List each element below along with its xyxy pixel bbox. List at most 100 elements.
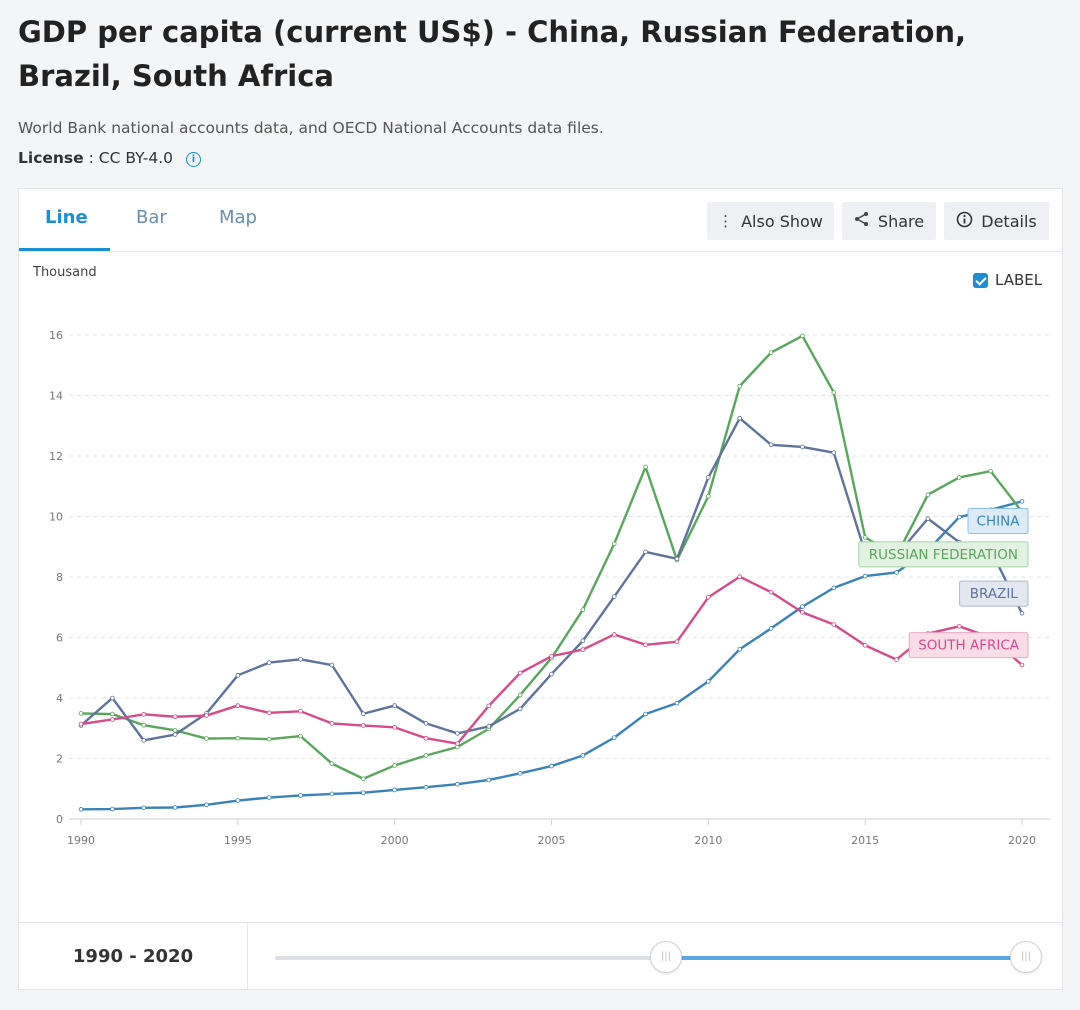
data-point [800, 604, 805, 609]
share-button[interactable]: Share [842, 202, 936, 240]
data-point [266, 795, 272, 800]
data-point [392, 787, 397, 793]
data-point [925, 492, 931, 498]
line-chart: 0 2 4 6 8 10 12 14 16 1990 1995 2000 2005 2010 2015 202… [49, 329, 1051, 847]
data-point [392, 725, 397, 730]
data-point [392, 703, 397, 708]
tab-line[interactable]: Line [45, 207, 88, 228]
info-circle-icon [956, 211, 973, 232]
data-point [706, 493, 711, 499]
data-point [455, 741, 460, 746]
data-point [455, 781, 460, 787]
y-axis-unit-label: Thousand [33, 265, 97, 280]
data-point [360, 790, 366, 795]
year-range-label: 1990 - 2020 [19, 923, 248, 990]
label-checkbox[interactable] [973, 272, 988, 288]
data-point [78, 807, 84, 812]
slider-start-handle[interactable]: ||| [650, 941, 682, 973]
year-range-slider[interactable]: ||| ||| [275, 941, 1042, 973]
label-toggle-text: LABEL [995, 271, 1043, 289]
data-point [141, 722, 147, 728]
also-show-button[interactable]: ⋮ Also Show [707, 202, 834, 240]
data-point [329, 761, 335, 766]
data-point [831, 450, 837, 455]
data-point [549, 653, 554, 659]
data-point [831, 622, 837, 627]
data-point [831, 585, 837, 591]
data-point [956, 624, 962, 629]
tab-bar[interactable]: Bar [136, 207, 167, 228]
data-point [141, 712, 147, 717]
data-point [423, 784, 429, 790]
details-button[interactable]: Details [944, 202, 1049, 240]
chart-card: Line Bar Map ⋮ Also Show Share Details T… [18, 188, 1063, 990]
data-point [141, 738, 147, 743]
data-point [674, 556, 680, 562]
data-point [956, 475, 962, 480]
x-tick-label: 2020 [1008, 834, 1036, 847]
data-point [423, 753, 429, 758]
data-point [674, 700, 680, 706]
data-point [894, 657, 899, 662]
x-tick-label: 2000 [381, 834, 409, 847]
label-toggle[interactable]: LABEL [973, 271, 1042, 289]
info-icon[interactable]: i [185, 152, 201, 167]
data-point [517, 692, 523, 698]
series-label: BRAZIL [970, 586, 1019, 602]
data-point [78, 721, 84, 727]
data-point [235, 798, 241, 803]
data-point [298, 709, 303, 714]
slider-end-handle[interactable]: ||| [1010, 941, 1042, 973]
data-point [360, 711, 366, 717]
data-point [455, 731, 460, 736]
data-point [486, 703, 492, 709]
data-point [78, 711, 84, 716]
tab-map[interactable]: Map [219, 207, 257, 228]
y-tick-label: 4 [56, 692, 63, 705]
data-point [141, 805, 147, 811]
data-point [768, 589, 774, 595]
data-point [768, 626, 774, 631]
data-point [360, 723, 366, 728]
y-tick-label: 0 [56, 813, 63, 826]
data-point [862, 535, 868, 540]
license-value: : CC BY-4.0 [88, 149, 173, 167]
data-point [706, 475, 711, 480]
series-label-box [858, 541, 1029, 568]
y-tick-label: 12 [49, 450, 63, 463]
data-point [925, 516, 931, 521]
active-tab-indicator [19, 248, 110, 251]
series-line-2 [80, 416, 1024, 742]
data-point [643, 642, 648, 648]
data-point [110, 806, 115, 812]
share-icon [854, 211, 870, 231]
series-label-box [967, 508, 1029, 535]
data-point [266, 660, 272, 665]
data-point [894, 570, 899, 575]
data-point [266, 710, 272, 716]
data-point [611, 735, 617, 740]
data-point [1019, 610, 1025, 616]
data-point [486, 777, 492, 783]
x-tick-label: 2005 [538, 834, 566, 847]
data-point [737, 646, 742, 652]
data-point [643, 711, 648, 717]
data-point [360, 776, 366, 782]
data-point [768, 442, 774, 448]
y-tick-label: 2 [56, 753, 63, 766]
data-point [204, 736, 209, 741]
data-point [580, 647, 586, 652]
data-point [110, 711, 115, 717]
data-point [737, 383, 742, 389]
data-point [172, 732, 178, 737]
slider-selected-range [665, 956, 1025, 960]
page-title: GDP per capita (current US$) - China, Ru… [18, 15, 967, 93]
series-label: SOUTH AFRICA [918, 638, 1020, 654]
data-point [674, 639, 680, 645]
data-point [611, 632, 617, 637]
share-label: Share [877, 211, 925, 231]
data-point [517, 706, 523, 712]
data-point [862, 643, 868, 648]
series-label: RUSSIAN FEDERATION [869, 547, 1018, 563]
data-point [800, 610, 805, 615]
